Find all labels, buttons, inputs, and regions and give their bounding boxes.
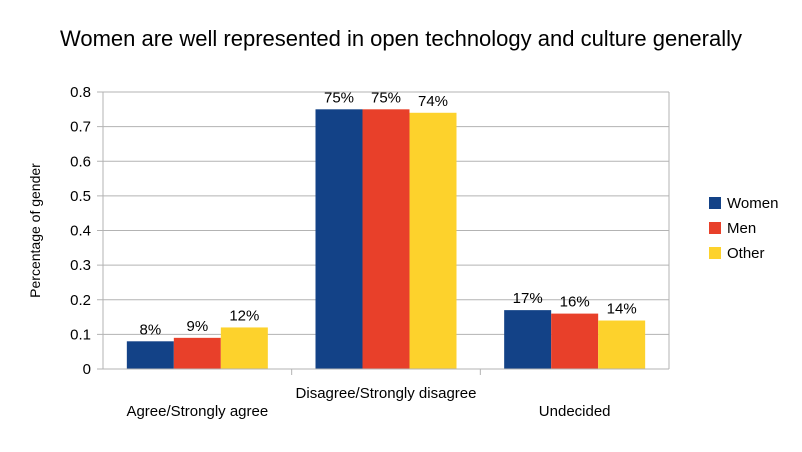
bar-women <box>126 341 174 369</box>
x-category-label: Disagree/Strongly disagree <box>296 385 477 402</box>
bar-other <box>409 112 457 370</box>
y-tick-label: 0.8 <box>70 84 91 101</box>
bars <box>126 109 646 370</box>
bar-men <box>362 109 410 369</box>
data-labels: 8% 9% 12% 75% 75% 74% 17% 16% 14% <box>139 89 636 338</box>
x-category-label: Agree/Strongly agree <box>126 403 268 420</box>
legend-label-other: Other <box>727 245 765 262</box>
bar-other <box>220 327 268 369</box>
y-tick-label: 0 <box>83 361 91 378</box>
y-tick-label: 0.2 <box>70 292 91 309</box>
legend-label-women: Women <box>727 195 778 212</box>
y-tick-label: 0.4 <box>70 223 91 240</box>
legend-label-men: Men <box>727 220 756 237</box>
data-label: 75% <box>324 89 354 106</box>
legend-swatch-women <box>709 197 721 209</box>
data-label: 75% <box>371 89 401 106</box>
bar-women <box>504 310 552 369</box>
data-label: 9% <box>186 318 208 335</box>
y-axis-label: Percentage of gender <box>27 163 43 298</box>
data-label: 17% <box>513 290 543 307</box>
chart-title: Women are well represented in open techn… <box>59 26 742 51</box>
legend-swatch-other <box>709 247 721 259</box>
data-label: 12% <box>229 307 259 324</box>
y-tick-label: 0.3 <box>70 257 91 274</box>
legend-swatch-men <box>709 222 721 234</box>
data-label: 16% <box>560 294 590 311</box>
y-tick-label: 0.1 <box>70 326 91 343</box>
legend: Women Men Other <box>709 195 778 262</box>
bar-men <box>173 337 221 369</box>
bar-other <box>598 320 646 369</box>
y-tick-label: 0.7 <box>70 119 91 136</box>
axes: 0 0.1 0.2 0.3 0.4 0.5 0.6 0.7 0.8 Percentage of g… <box>27 84 670 420</box>
data-label: 74% <box>418 93 448 110</box>
data-label: 14% <box>607 301 637 318</box>
x-category-label: Undecided <box>539 403 611 420</box>
y-tick-label: 0.5 <box>70 188 91 205</box>
bar-men <box>551 313 599 369</box>
data-label: 8% <box>139 321 161 338</box>
bar-women <box>315 109 363 369</box>
y-tick-label: 0.6 <box>70 153 91 170</box>
